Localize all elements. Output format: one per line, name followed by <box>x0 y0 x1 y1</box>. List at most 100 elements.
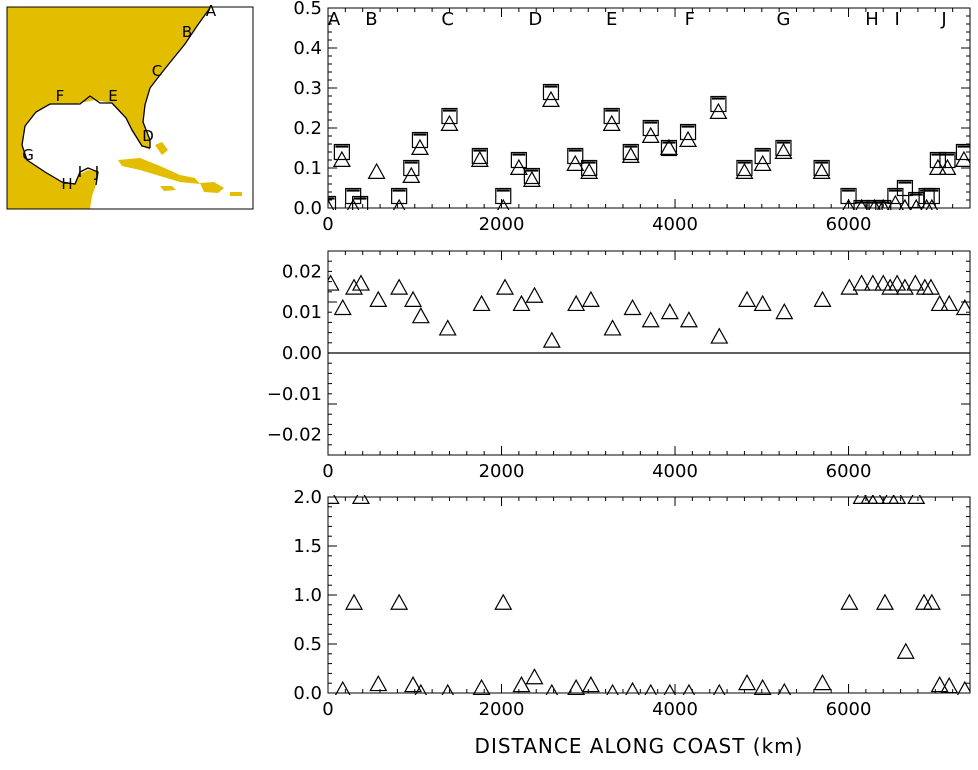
data-point-triangle <box>896 642 915 659</box>
data-point-triangle <box>955 298 970 316</box>
y-tick-label: 0.0 <box>293 683 322 704</box>
data-point-triangle <box>840 278 859 295</box>
data-point-triangle <box>813 673 832 691</box>
data-point-triangle <box>411 307 430 324</box>
map-site-label-b: B <box>182 23 192 41</box>
data-point-triangle <box>438 319 457 336</box>
plot-frame <box>327 7 971 209</box>
y-tick-label: 1.5 <box>293 536 322 557</box>
data-point-triangle <box>625 681 640 695</box>
data-point-triangle <box>334 680 351 695</box>
data-point-triangle <box>606 683 619 695</box>
data-point-triangle <box>679 311 698 328</box>
y-tick-label: 0.00 <box>282 343 322 364</box>
data-point-square <box>813 159 830 177</box>
data-point-square <box>328 195 337 210</box>
data-point-triangle <box>682 683 696 695</box>
map-site-label-e: E <box>108 87 117 105</box>
data-point-triangle <box>863 274 882 291</box>
x-tick-label: 0 <box>322 214 333 235</box>
data-point-triangle <box>328 495 340 504</box>
y-tick-label: −0.02 <box>267 425 322 446</box>
data-point-square <box>754 147 771 165</box>
y-tick-label: 0.2 <box>293 118 322 139</box>
data-point-square <box>679 123 697 141</box>
data-point-triangle <box>494 593 513 610</box>
data-point-triangle <box>659 138 678 155</box>
x-tick-label: 2000 <box>479 214 525 235</box>
y-tick-label: −0.01 <box>267 384 322 405</box>
data-point-triangle <box>840 593 859 610</box>
data-point-triangle <box>641 311 660 328</box>
data-point-triangle <box>777 682 792 695</box>
map-site-label-c: C <box>152 62 162 80</box>
site-marker-a: A <box>328 9 341 30</box>
data-point-triangle <box>367 162 386 179</box>
data-point-triangle <box>852 274 871 291</box>
data-point-triangle <box>774 142 793 159</box>
x-tick-label: 2000 <box>479 461 525 482</box>
data-point-square <box>896 179 914 197</box>
x-tick-label: 6000 <box>826 461 872 482</box>
y-tick-label: 2.0 <box>293 487 322 508</box>
site-marker-e: E <box>606 9 617 30</box>
data-point-square <box>523 167 540 185</box>
data-point-triangle <box>738 290 757 307</box>
map-site-label-h: H <box>61 175 72 193</box>
island-puerto-rico <box>230 192 242 196</box>
island-cuba <box>118 158 200 184</box>
data-point-triangle <box>470 150 489 167</box>
data-point-triangle <box>735 162 754 179</box>
data-point-square <box>495 187 512 205</box>
data-point-square <box>775 139 792 157</box>
data-point-square <box>603 107 620 125</box>
data-point-triangle <box>713 683 726 695</box>
island-jamaica <box>160 186 176 191</box>
data-point-triangle <box>753 294 772 312</box>
chart-panel-top: 0 2000 4000 6000 0.0 0.1 0.2 0.3 0.4 0.5 A B C D E F G H I… <box>293 0 971 235</box>
site-marker-d: D <box>528 9 542 30</box>
data-point-square <box>853 199 870 210</box>
data-point-square <box>391 187 408 205</box>
data-point-triangle <box>495 278 515 295</box>
data-point-square <box>567 147 584 165</box>
data-point-triangle <box>888 274 907 291</box>
y-tick-label: 0.5 <box>293 634 322 655</box>
y-tick-label: 0.1 <box>293 158 322 179</box>
data-point-triangle <box>414 683 428 695</box>
data-point-square <box>352 195 369 210</box>
points-group <box>328 274 970 348</box>
data-point-square <box>939 151 956 169</box>
data-point-triangle <box>390 593 409 610</box>
data-point-square <box>642 119 659 137</box>
data-point-triangle <box>351 495 370 504</box>
data-point-triangle <box>345 593 364 610</box>
x-axis-title: DISTANCE ALONG COAST (km) <box>474 734 804 758</box>
y-tick-label: 0.02 <box>282 261 322 282</box>
data-point-triangle <box>603 319 622 336</box>
data-point-square <box>403 159 420 177</box>
plot-frame <box>327 496 971 694</box>
site-marker-f: F <box>685 9 695 30</box>
data-point-square <box>875 199 892 210</box>
x-tick-label: 6000 <box>826 699 872 720</box>
island-hispaniola <box>200 182 224 193</box>
map-site-label-f: F <box>56 87 65 105</box>
data-point-triangle <box>888 495 907 504</box>
data-point-triangle <box>738 673 757 691</box>
data-point-triangle <box>922 593 941 610</box>
points-group <box>328 83 970 210</box>
coast-line <box>21 7 211 186</box>
data-point-square <box>660 139 678 157</box>
data-point-square <box>840 187 857 205</box>
data-point-triangle <box>512 675 531 693</box>
data-point-triangle <box>813 290 832 307</box>
data-point-triangle <box>345 278 364 295</box>
data-point-triangle <box>621 146 640 163</box>
data-point-triangle <box>930 675 949 693</box>
land-mass <box>7 7 253 209</box>
data-point-triangle <box>525 286 544 303</box>
y-tick-label: 0.4 <box>293 38 322 59</box>
data-point-triangle <box>881 278 900 295</box>
data-point-triangle <box>623 298 642 316</box>
